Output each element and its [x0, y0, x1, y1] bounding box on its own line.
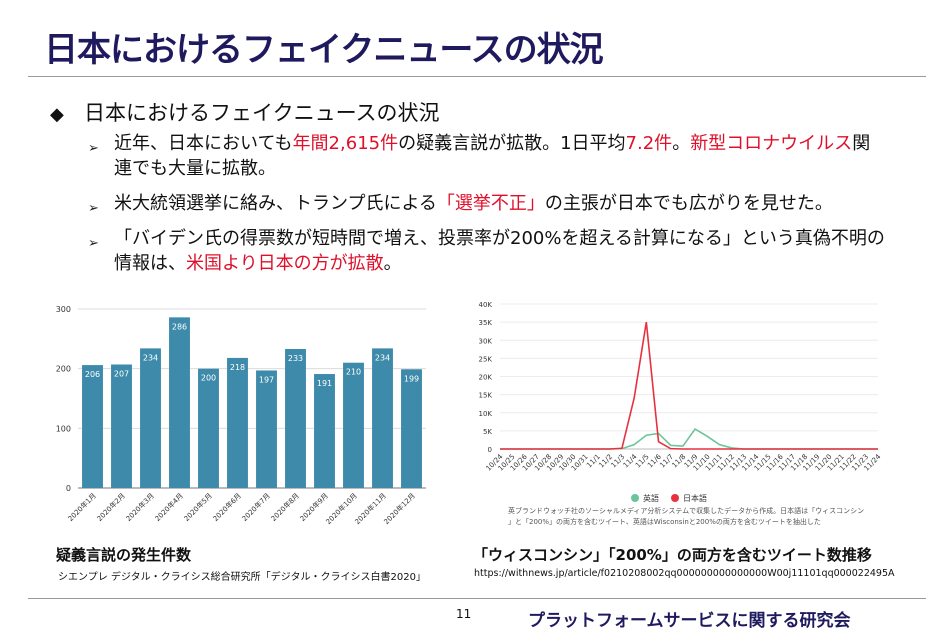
x-tick-label: 2020年3月	[124, 491, 156, 523]
x-tick-label: 2020年9月	[298, 491, 330, 523]
arrow-bullet-icon: ➢	[88, 236, 99, 251]
x-tick-label: 2020年12月	[382, 491, 417, 526]
chart-note: 」と「200%」の両方を含むツイート、英語はWisconsinと200%の両方を…	[508, 517, 821, 526]
bar-value-label: 197	[259, 375, 274, 384]
line-chart: 05K10K15K20K25K30K35K40K10/2410/2510/261…	[479, 301, 883, 526]
bar-value-label: 234	[375, 353, 390, 362]
header-divider	[28, 76, 926, 77]
bar-value-label: 207	[114, 369, 129, 378]
arrow-bullet-icon: ➢	[88, 201, 99, 216]
body-text: 近年、日本においても	[114, 133, 293, 154]
series-line	[500, 321, 878, 450]
x-tick-label: 2020年7月	[240, 491, 272, 523]
y-tick-label: 25K	[479, 355, 493, 363]
bar-value-label: 234	[143, 353, 158, 362]
legend-label: 英語	[643, 493, 659, 503]
bar	[198, 368, 219, 488]
bar-value-label: 191	[317, 379, 332, 388]
highlight-text: 7.2件	[625, 133, 673, 154]
x-tick-label: 2020年8月	[269, 491, 301, 523]
sub-item-text: 「バイデン氏の得票数が短時間で増え、投票率が200%を超える計算になる」という真…	[88, 226, 888, 276]
line-chart-caption: 「ウィスコンシン」「200%」の両方を含むツイート数推移	[473, 546, 872, 564]
bar	[256, 370, 277, 488]
body-text: 米大統領選挙に絡み、トランプ氏による	[114, 193, 437, 214]
y-tick-label: 10K	[479, 410, 493, 418]
y-tick-label: 0	[66, 484, 71, 493]
page-title: 日本におけるフェイクニュースの状況	[44, 30, 604, 70]
body-text: の疑義言説が拡散。1日平均	[398, 133, 626, 154]
bar	[343, 362, 364, 488]
arrow-bullet-icon: ➢	[88, 141, 99, 156]
diamond-bullet-icon: ◆	[50, 104, 64, 125]
bar	[169, 317, 190, 488]
bar-value-label: 199	[404, 374, 419, 383]
bar	[111, 364, 132, 488]
x-tick-label: 2020年1月	[66, 491, 98, 523]
y-tick-label: 5K	[483, 428, 492, 436]
bar-chart-caption: 疑義言説の発生件数	[56, 546, 192, 564]
footer-organization: プラットフォームサービスに関する研究会	[528, 611, 851, 631]
y-tick-label: 30K	[479, 337, 493, 345]
main-bullet-text: 日本におけるフェイクニュースの状況	[84, 101, 440, 125]
sub-item-1: ➢ 近年、日本においても年間2,615件の疑義言説が拡散。1日平均7.2件。新型…	[88, 131, 888, 181]
line-chart-source: https://withnews.jp/article/f0210208002q…	[474, 568, 895, 579]
y-tick-label: 0	[488, 446, 492, 454]
bar	[140, 348, 161, 488]
page-number: 11	[456, 607, 472, 621]
body-text: 。	[672, 133, 691, 154]
bar	[372, 348, 393, 488]
bar-value-label: 200	[201, 374, 216, 383]
bar	[285, 348, 306, 488]
bar-value-label: 218	[230, 363, 245, 372]
y-tick-label: 300	[56, 305, 71, 314]
bar-chart: 0 100 200 300 206 2020年1月 207 2020年2月 234 2020年3月…	[56, 305, 426, 526]
footer-divider	[28, 598, 926, 599]
y-tick-label: 200	[56, 365, 71, 374]
bar	[227, 357, 248, 488]
bar-value-label: 233	[288, 354, 303, 363]
body-text: 「バイデン氏の得票数が短時間で増え、投票率が200%を超える計算になる」という真…	[114, 228, 885, 274]
sub-item-text: 米大統領選挙に絡み、トランプ氏による「選挙不正」の主張が日本でも広がりを見せた。	[88, 191, 888, 216]
main-bullet: ◆ 日本におけるフェイクニュースの状況	[50, 97, 440, 127]
bar-value-label: 206	[85, 370, 100, 379]
x-tick-label: 2020年2月	[95, 491, 127, 523]
x-tick-label: 2020年5月	[182, 491, 214, 523]
sub-item-text: 近年、日本においても年間2,615件の疑義言説が拡散。1日平均7.2件。新型コロ…	[88, 131, 888, 181]
sub-item-2: ➢ 米大統領選挙に絡み、トランプ氏による「選挙不正」の主張が日本でも広がりを見せ…	[88, 191, 888, 216]
bar	[82, 365, 103, 488]
chart-note: 英ブランドウォッチ社のソーシャルメディア分析システムで収集したデータから作成。日…	[508, 506, 864, 515]
highlight-text: 「選挙不正」	[436, 193, 545, 214]
highlight-text: 新型コロナウイルス	[690, 133, 853, 154]
body-text: 。	[383, 253, 402, 274]
series-line	[500, 427, 878, 450]
bar	[314, 374, 335, 488]
y-tick-label: 20K	[479, 374, 493, 382]
y-tick-label: 100	[56, 424, 71, 433]
bar-value-label: 210	[346, 368, 361, 377]
highlight-text: 米国より日本の方が拡散	[186, 253, 384, 274]
legend-marker	[631, 494, 639, 502]
sub-item-3: ➢ 「バイデン氏の得票数が短時間で増え、投票率が200%を超える計算になる」とい…	[88, 226, 888, 276]
bar	[401, 369, 422, 488]
highlight-text: 年間2,615件	[292, 133, 399, 154]
body-text: 関連でも大量に拡散。	[114, 133, 871, 179]
x-tick-label: 2020年4月	[153, 491, 185, 523]
y-tick-label: 35K	[479, 319, 493, 327]
bar-chart-source: シエンプレ デジタル・クライシス総合研究所「デジタル・クライシス白書2020」	[58, 572, 426, 583]
bar-value-label: 286	[172, 322, 187, 331]
body-text: の主張が日本でも広がりを見せた。	[544, 193, 833, 214]
y-tick-label: 40K	[479, 301, 493, 309]
y-tick-label: 15K	[479, 392, 493, 400]
x-tick-label: 2020年6月	[211, 491, 243, 523]
legend-marker	[671, 494, 679, 502]
legend-label: 日本語	[683, 493, 707, 503]
